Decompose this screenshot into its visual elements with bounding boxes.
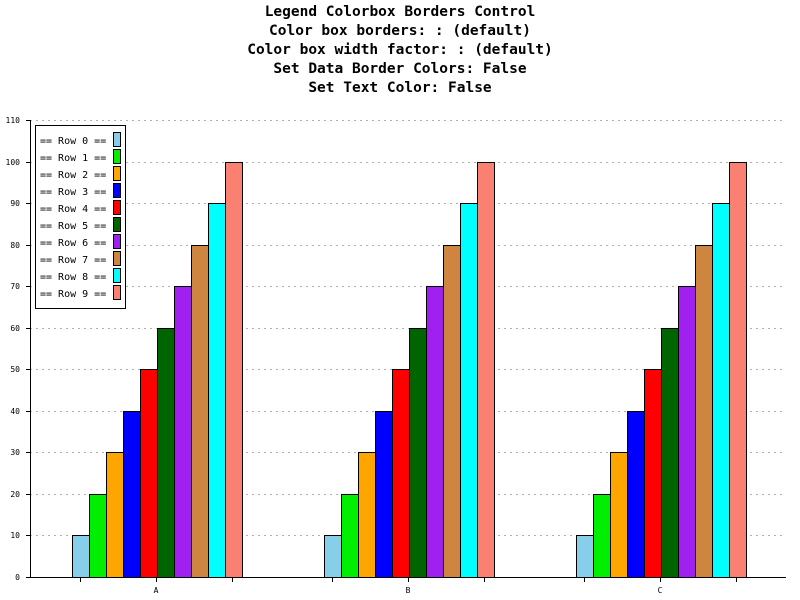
y-tick-label-4: 40 [10, 407, 20, 416]
legend-swatch-row-2 [113, 166, 121, 181]
bar-C-row-6 [678, 286, 696, 578]
bar-B-row-3 [375, 411, 393, 578]
bar-A-row-2 [106, 452, 124, 578]
bar-C-row-0 [576, 535, 594, 578]
bar-A-row-4 [140, 369, 158, 578]
legend-swatch-row-5 [113, 217, 121, 232]
legend-label-row-1: == Row 1 == [40, 153, 106, 164]
bar-B-row-7 [443, 245, 461, 578]
bar-A-row-8 [208, 203, 226, 578]
legend-label-row-0: == Row 0 == [40, 136, 106, 147]
legend-label-row-7: == Row 7 == [40, 255, 106, 266]
bar-B-row-6 [426, 286, 444, 578]
bar-B-row-9 [477, 162, 495, 578]
chart-title-block: Legend Colorbox Borders Control Color bo… [0, 3, 800, 98]
legend-label-row-4: == Row 4 == [40, 204, 106, 215]
legend-swatch-row-1 [113, 149, 121, 164]
bar-C-row-3 [627, 411, 645, 578]
bar-B-row-5 [409, 328, 427, 578]
bar-C-row-4 [644, 369, 662, 578]
bar-A-row-3 [123, 411, 141, 578]
bar-B-row-4 [392, 369, 410, 578]
bar-A-row-6 [174, 286, 192, 578]
legend-swatch-row-6 [113, 234, 121, 249]
y-tick-label-5: 50 [10, 365, 20, 374]
legend-label-row-3: == Row 3 == [40, 187, 106, 198]
bar-B-row-0 [324, 535, 342, 578]
chart-subtitle-data-border-colors: Set Data Border Colors: False [273, 61, 527, 77]
chart-title: Legend Colorbox Borders Control [264, 4, 536, 20]
y-tick-label-11: 110 [6, 116, 21, 125]
y-tick-label-6: 60 [10, 324, 20, 333]
legend-swatch-row-3 [113, 183, 121, 198]
legend-label-row-5: == Row 5 == [40, 221, 106, 232]
chart-subtitle-color-box-width: Color box width factor: : (default) [247, 42, 553, 58]
bar-C-row-2 [610, 452, 628, 578]
x-tick-label-B: B [406, 586, 411, 595]
bar-A-row-9 [225, 162, 243, 578]
x-tick-label-A: A [154, 586, 159, 595]
y-tick-label-2: 20 [10, 490, 20, 499]
bar-C-row-5 [661, 328, 679, 578]
y-tick-label-1: 10 [10, 531, 20, 540]
y-tick-label-3: 30 [10, 448, 20, 457]
bar-C-row-8 [712, 203, 730, 578]
legend-swatch-row-4 [113, 200, 121, 215]
x-tick-label-C: C [658, 586, 663, 595]
legend-label-row-8: == Row 8 == [40, 272, 106, 283]
bar-C-row-1 [593, 494, 611, 578]
legend-label-row-9: == Row 9 == [40, 289, 106, 300]
bar-A-row-5 [157, 328, 175, 578]
legend-swatch-row-8 [113, 268, 121, 283]
bar-A-row-1 [89, 494, 107, 578]
bar-A-row-0 [72, 535, 90, 578]
legend-swatch-row-9 [113, 285, 121, 300]
bar-B-row-2 [358, 452, 376, 578]
legend-swatch-row-0 [113, 132, 121, 147]
legend-label-row-6: == Row 6 == [40, 238, 106, 249]
bar-C-row-9 [729, 162, 747, 578]
bar-A-row-7 [191, 245, 209, 578]
y-tick-label-7: 70 [10, 282, 20, 291]
legend-label-row-2: == Row 2 == [40, 170, 106, 181]
bar-C-row-7 [695, 245, 713, 578]
y-tick-label-10: 100 [6, 158, 21, 167]
chart-subtitle-color-box-borders: Color box borders: : (default) [269, 23, 531, 39]
y-tick-label-0: 0 [15, 573, 20, 582]
bar-B-row-8 [460, 203, 478, 578]
bar-B-row-1 [341, 494, 359, 578]
legend-swatch-row-7 [113, 251, 121, 266]
y-tick-label-9: 90 [10, 199, 20, 208]
chart-subtitle-text-color: Set Text Color: False [308, 80, 492, 96]
legend-box [35, 125, 126, 309]
y-tick-label-8: 80 [10, 241, 20, 250]
